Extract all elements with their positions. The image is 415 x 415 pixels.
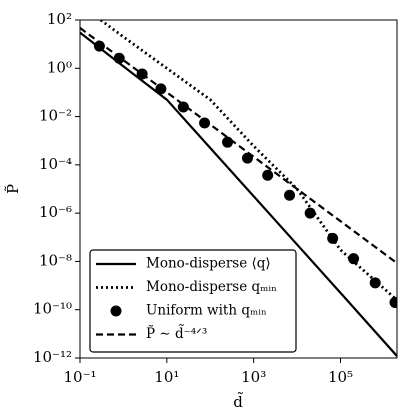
data-point bbox=[222, 136, 234, 148]
y-tick-label: 10⁻⁶ bbox=[39, 203, 72, 221]
series-line bbox=[80, 27, 397, 265]
legend-label: Mono-disperse qₘᵢₙ bbox=[146, 279, 277, 295]
legend-swatch bbox=[110, 305, 122, 317]
y-tick-label: 10⁻¹⁰ bbox=[33, 300, 72, 318]
y-tick-label: 10² bbox=[47, 10, 72, 28]
y-axis-label: P̃ bbox=[4, 184, 22, 194]
legend-label: Uniform with qₘᵢₙ bbox=[146, 303, 267, 319]
data-point bbox=[199, 117, 211, 129]
y-tick-label: 10⁻² bbox=[39, 107, 72, 125]
y-tick-label: 10⁰ bbox=[47, 58, 72, 76]
series-line bbox=[80, 31, 397, 357]
y-tick-label: 10⁻¹² bbox=[33, 348, 72, 366]
legend: Mono-disperse ⟨q⟩ Mono-disperse qₘᵢₙ Unifo… bbox=[89, 249, 297, 353]
data-point bbox=[348, 253, 360, 265]
y-tick-label: 10⁻⁸ bbox=[39, 251, 72, 269]
x-tick-label: 10⁻¹ bbox=[63, 368, 96, 386]
data-point bbox=[369, 277, 381, 289]
data-point bbox=[327, 232, 339, 244]
y-tick-label: 10⁻⁴ bbox=[39, 155, 72, 173]
data-point bbox=[284, 189, 296, 201]
x-tick-label: 10³ bbox=[241, 368, 266, 386]
plot-frame bbox=[79, 19, 398, 359]
legend-box bbox=[89, 249, 297, 353]
legend-label: Mono-disperse ⟨q⟩ bbox=[146, 256, 271, 272]
x-tick-label: 10¹ bbox=[154, 368, 179, 386]
data-point bbox=[262, 169, 274, 181]
x-tick-label: 10⁵ bbox=[328, 368, 353, 386]
data-point bbox=[389, 296, 397, 308]
legend-label: P̃ ∼ d̃⁻⁴ᐟ³ bbox=[146, 325, 207, 342]
x-axis-label: d̃ bbox=[233, 392, 243, 411]
data-point bbox=[177, 101, 189, 113]
data-point bbox=[304, 207, 316, 219]
